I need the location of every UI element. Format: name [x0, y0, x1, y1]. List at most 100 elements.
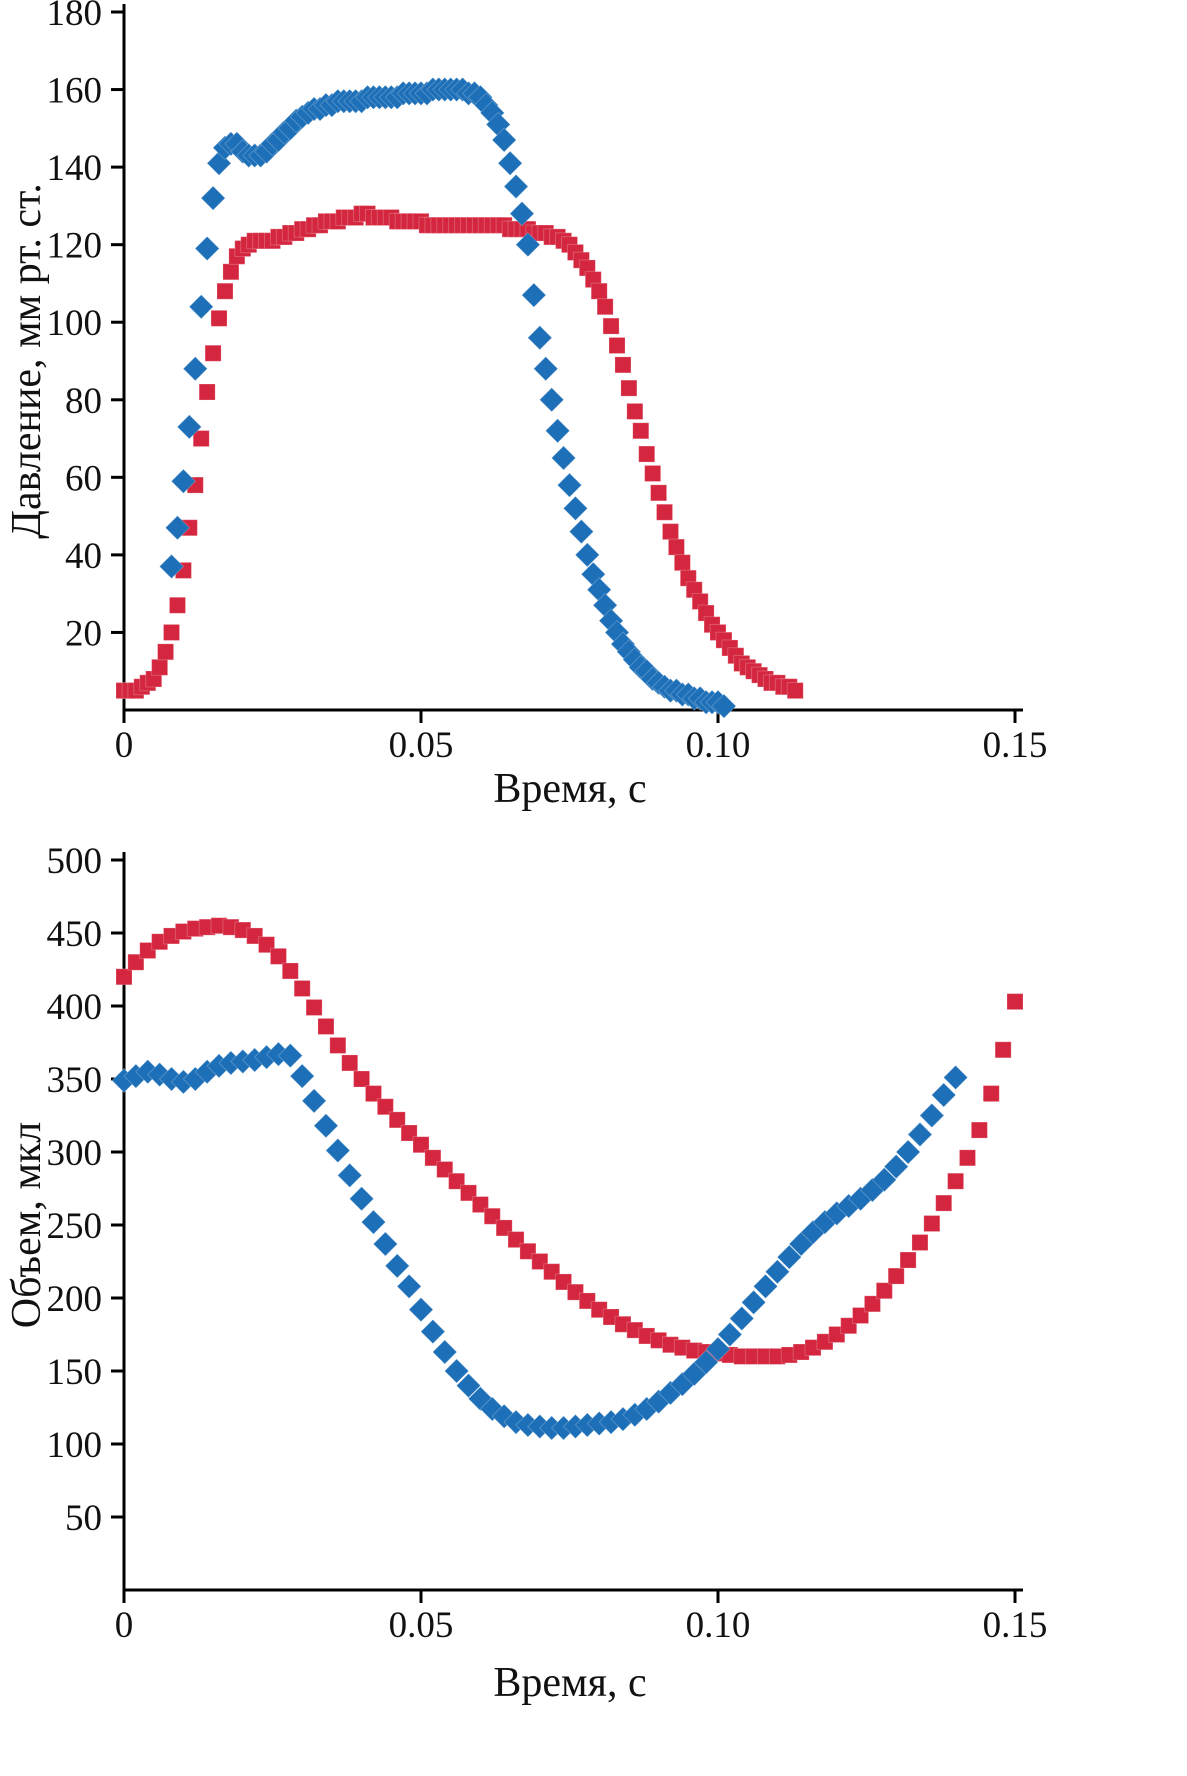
pressure-y-axis-title: Давление, мм рт. ст.	[4, 183, 50, 538]
y-tick-label: 180	[47, 0, 103, 34]
pressure-chart: 0 0.05 0.10 0.15 20 40 60 80 100 120 140 160 180 Вре…	[0, 0, 1187, 816]
data-point-square	[163, 623, 181, 641]
y-tick-label: 20	[65, 613, 102, 654]
data-point-diamond	[337, 1162, 363, 1189]
data-point-diamond	[360, 1209, 387, 1235]
data-point-diamond	[491, 1403, 517, 1429]
y-tick-label: 140	[47, 148, 103, 189]
data-point-diamond	[509, 200, 535, 227]
data-point-square	[982, 1085, 1000, 1103]
data-point-square	[115, 968, 133, 986]
data-point-square	[198, 383, 216, 401]
y-tick-label: 80	[65, 381, 102, 422]
data-point-diamond	[931, 1082, 957, 1108]
y-tick-label: 450	[47, 914, 103, 955]
x-tick-label: 0.15	[983, 725, 1048, 766]
x-tick-label: 0.05	[389, 1605, 454, 1646]
data-point-square	[216, 282, 234, 300]
y-tick-label: 400	[47, 987, 103, 1028]
y-tick-label: 150	[47, 1352, 103, 1393]
data-point-diamond	[182, 356, 208, 382]
data-point-diamond	[568, 518, 595, 545]
data-point-square	[269, 947, 287, 965]
data-point-square	[341, 1054, 359, 1072]
data-point-diamond	[550, 445, 577, 471]
data-point-square	[329, 1036, 347, 1054]
y-tick-label: 160	[47, 71, 103, 112]
data-point-diamond	[705, 1336, 731, 1362]
x-tick-label: 0.10	[686, 1605, 751, 1646]
y-tick-label: 300	[47, 1133, 103, 1174]
data-point-diamond	[200, 185, 226, 211]
data-point-square	[970, 1121, 988, 1139]
data-point-square	[923, 1215, 941, 1233]
data-point-diamond	[942, 1064, 969, 1091]
data-point-square	[590, 282, 608, 300]
data-point-diamond	[907, 1121, 933, 1148]
volume-y-axis-title: Объем, мкл	[4, 1122, 50, 1329]
x-tick-label: 0.10	[686, 725, 751, 766]
data-point-diamond	[277, 1042, 304, 1069]
y-tick-label: 40	[65, 536, 102, 577]
data-point-square	[786, 682, 804, 700]
data-point-diamond	[289, 1063, 315, 1089]
data-point-diamond	[408, 1296, 434, 1323]
y-tick-label: 100	[47, 1425, 103, 1466]
pressure-x-axis-title: Время, с	[493, 766, 646, 812]
data-point-diamond	[693, 1349, 719, 1375]
data-point-square	[293, 979, 311, 997]
data-point-square	[157, 643, 175, 661]
data-point-square	[863, 1295, 881, 1313]
y-tick-label: 120	[47, 226, 103, 267]
data-point-diamond	[455, 1372, 482, 1399]
data-point-square	[947, 1172, 965, 1190]
volume-x-axis-title: Время, с	[493, 1660, 646, 1706]
data-point-diamond	[396, 1273, 422, 1300]
data-point-diamond	[883, 1153, 909, 1180]
data-point-square	[317, 1017, 335, 1035]
data-point-diamond	[491, 127, 517, 153]
data-point-diamond	[420, 1318, 446, 1345]
y-tick-label: 250	[47, 1206, 103, 1247]
data-point-square	[958, 1149, 976, 1167]
data-point-diamond	[527, 325, 553, 351]
series-red-squares	[115, 205, 804, 700]
y-tick-label: 100	[47, 303, 103, 344]
data-point-diamond	[752, 1273, 779, 1300]
data-point-square	[204, 344, 222, 362]
data-point-diamond	[325, 1137, 351, 1164]
series-red-squares	[115, 917, 1024, 1365]
data-point-square	[151, 658, 169, 676]
data-point-square	[935, 1194, 953, 1212]
series-blue-diamonds	[158, 76, 737, 719]
volume-chart-canvas: 0 0.05 0.10 0.15 50 100 150 200 250 300 350 400 450 5…	[4, 841, 1047, 1706]
data-point-diamond	[711, 693, 737, 719]
data-point-square	[661, 523, 679, 541]
data-point-diamond	[372, 1231, 399, 1257]
data-point-square	[608, 336, 626, 354]
data-point-square	[620, 379, 638, 397]
data-point-diamond	[170, 468, 197, 494]
data-point-square	[644, 464, 662, 482]
data-point-diamond	[895, 1139, 921, 1165]
data-point-square	[388, 1111, 406, 1129]
pressure-plot-area: 0 0.05 0.10 0.15 20 40 60 80 100 120 140 160 180	[47, 0, 1048, 766]
data-point-square	[911, 1234, 929, 1252]
data-point-square	[614, 356, 632, 374]
data-point-square	[602, 317, 620, 335]
data-point-square	[650, 484, 668, 502]
data-point-square	[192, 430, 210, 448]
data-point-diamond	[348, 1186, 375, 1212]
data-point-diamond	[717, 1321, 743, 1348]
data-point-square	[168, 596, 186, 614]
data-point-diamond	[443, 1358, 470, 1384]
data-point-diamond	[164, 515, 191, 541]
data-point-diamond	[871, 1167, 898, 1193]
data-point-square	[632, 422, 650, 440]
data-point-diamond	[538, 387, 565, 413]
y-tick-label: 200	[47, 1279, 103, 1320]
y-tick-label: 50	[65, 1498, 102, 1539]
data-point-square	[673, 554, 691, 572]
data-point-square	[899, 1251, 917, 1269]
